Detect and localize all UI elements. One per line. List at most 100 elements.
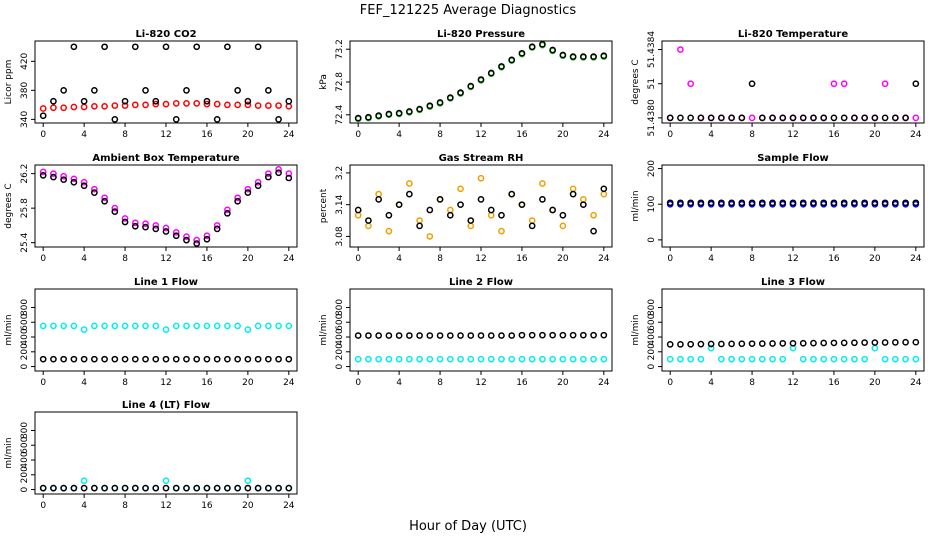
point	[39, 484, 47, 492]
point	[224, 355, 231, 363]
point	[50, 173, 57, 181]
point	[446, 355, 454, 363]
point	[779, 340, 787, 347]
point	[559, 51, 567, 59]
y-tick-label: 200	[647, 160, 657, 177]
panel-title: Line 1 Flow	[134, 277, 198, 288]
point	[172, 100, 180, 107]
point	[172, 355, 180, 363]
x-tick-label: 0	[40, 254, 46, 264]
point	[60, 172, 68, 180]
point	[600, 355, 608, 363]
plot-box	[349, 164, 613, 248]
point	[579, 196, 587, 203]
panel-title: Sample Flow	[757, 153, 829, 164]
point	[851, 339, 858, 347]
y-label: ml/min	[4, 314, 14, 345]
point	[70, 175, 78, 183]
point	[559, 331, 567, 339]
point	[39, 112, 47, 120]
point	[152, 225, 160, 233]
point	[183, 322, 190, 330]
point	[172, 116, 180, 123]
point	[121, 215, 129, 222]
point	[457, 201, 464, 209]
x-tick-label: 12	[787, 378, 798, 388]
x-tick-label: 8	[749, 130, 755, 140]
y-tick-label: 51.4380	[647, 99, 657, 136]
point	[891, 199, 899, 207]
point	[375, 196, 383, 203]
point	[467, 332, 475, 339]
point	[193, 240, 201, 247]
point	[697, 199, 705, 207]
point	[60, 322, 68, 330]
x-tick-label: 0	[355, 130, 361, 140]
y-tick-label: 200	[20, 466, 30, 483]
point	[60, 86, 68, 94]
point	[477, 76, 485, 83]
point	[820, 339, 828, 347]
point	[477, 332, 485, 339]
point	[39, 168, 47, 176]
point	[539, 355, 546, 363]
point	[881, 114, 889, 122]
x-tick-label: 24	[283, 130, 295, 140]
point	[162, 355, 170, 363]
point	[569, 185, 577, 193]
point	[395, 355, 403, 363]
point	[172, 228, 180, 236]
point	[891, 339, 899, 346]
point	[142, 355, 149, 363]
point	[183, 100, 190, 107]
point	[810, 355, 817, 363]
point	[539, 40, 546, 48]
point	[203, 100, 211, 108]
x-tick-label: 4	[708, 130, 714, 140]
point	[891, 114, 899, 122]
point	[718, 199, 725, 207]
point	[162, 224, 170, 232]
point	[234, 86, 241, 94]
point	[799, 199, 807, 207]
point	[60, 176, 68, 184]
plot-box	[661, 288, 925, 372]
x-tick-label: 24	[283, 501, 295, 511]
point	[830, 355, 838, 363]
point	[275, 116, 282, 123]
point	[810, 114, 817, 122]
point	[203, 484, 211, 492]
point	[385, 227, 393, 235]
point	[738, 355, 746, 363]
point	[779, 114, 787, 122]
point	[131, 355, 139, 363]
point	[666, 114, 674, 122]
point	[861, 114, 868, 122]
main-title: FEF_121225 Average Diagnostics	[360, 3, 577, 18]
point	[70, 43, 78, 51]
point	[881, 355, 889, 363]
point	[830, 339, 838, 347]
point	[385, 355, 393, 363]
point	[677, 199, 684, 207]
x-tick-label: 20	[557, 130, 569, 140]
point	[121, 355, 129, 363]
x-tick-label: 0	[40, 378, 46, 388]
point	[70, 355, 78, 363]
x-tick-label: 16	[516, 130, 528, 140]
point	[861, 199, 868, 207]
point	[234, 194, 241, 202]
x-tick-label: 24	[283, 254, 295, 264]
point	[467, 217, 475, 224]
point	[162, 100, 170, 108]
x-tick-label: 8	[437, 130, 443, 140]
point	[264, 170, 272, 177]
panel-title: Line 3 Flow	[761, 277, 825, 288]
y-label: ml/min	[4, 437, 14, 468]
x-tick-label: 4	[396, 254, 402, 264]
point	[244, 97, 252, 105]
point	[436, 332, 444, 339]
point	[234, 197, 241, 205]
point	[487, 355, 495, 363]
